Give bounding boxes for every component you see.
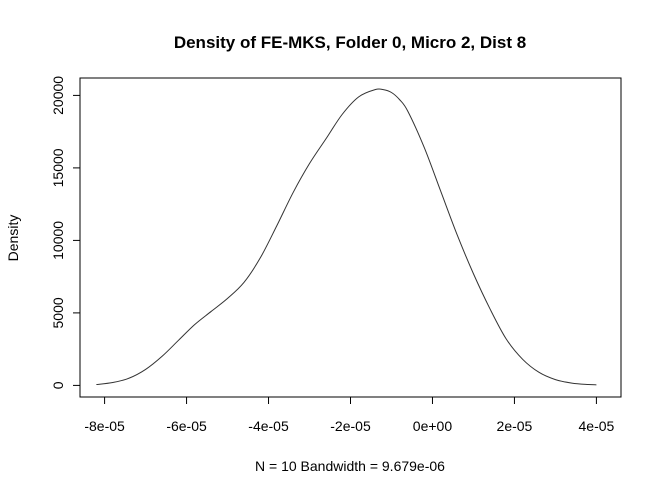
x-axis: -8e-05 -6e-05 -4e-05 -2e-05 0e+00 2e-05 4e-05 xyxy=(84,396,615,434)
x-tick-label: 0e+00 xyxy=(413,418,453,434)
density-curve xyxy=(96,88,597,386)
y-tick-label: 0 xyxy=(50,381,66,389)
y-axis: 0 5000 10000 15000 20000 xyxy=(50,76,81,389)
x-tick-label: -4e-05 xyxy=(248,418,289,434)
x-tick-label: 2e-05 xyxy=(497,418,533,434)
x-tick-label: -6e-05 xyxy=(166,418,207,434)
x-tick-label: 4e-05 xyxy=(579,418,615,434)
y-tick-label: 20000 xyxy=(50,76,66,115)
y-tick-label: 10000 xyxy=(50,221,66,260)
chart-title: Density of FE-MKS, Folder 0, Micro 2, Di… xyxy=(174,33,526,52)
x-axis-label: N = 10 Bandwidth = 9.679e-06 xyxy=(255,458,445,474)
y-tick-label: 5000 xyxy=(50,297,66,328)
x-tick-label: -2e-05 xyxy=(330,418,371,434)
x-tick-label: -8e-05 xyxy=(84,418,125,434)
y-axis-label: Density xyxy=(5,215,21,262)
y-tick-label: 15000 xyxy=(50,148,66,187)
plot-frame xyxy=(79,77,622,398)
